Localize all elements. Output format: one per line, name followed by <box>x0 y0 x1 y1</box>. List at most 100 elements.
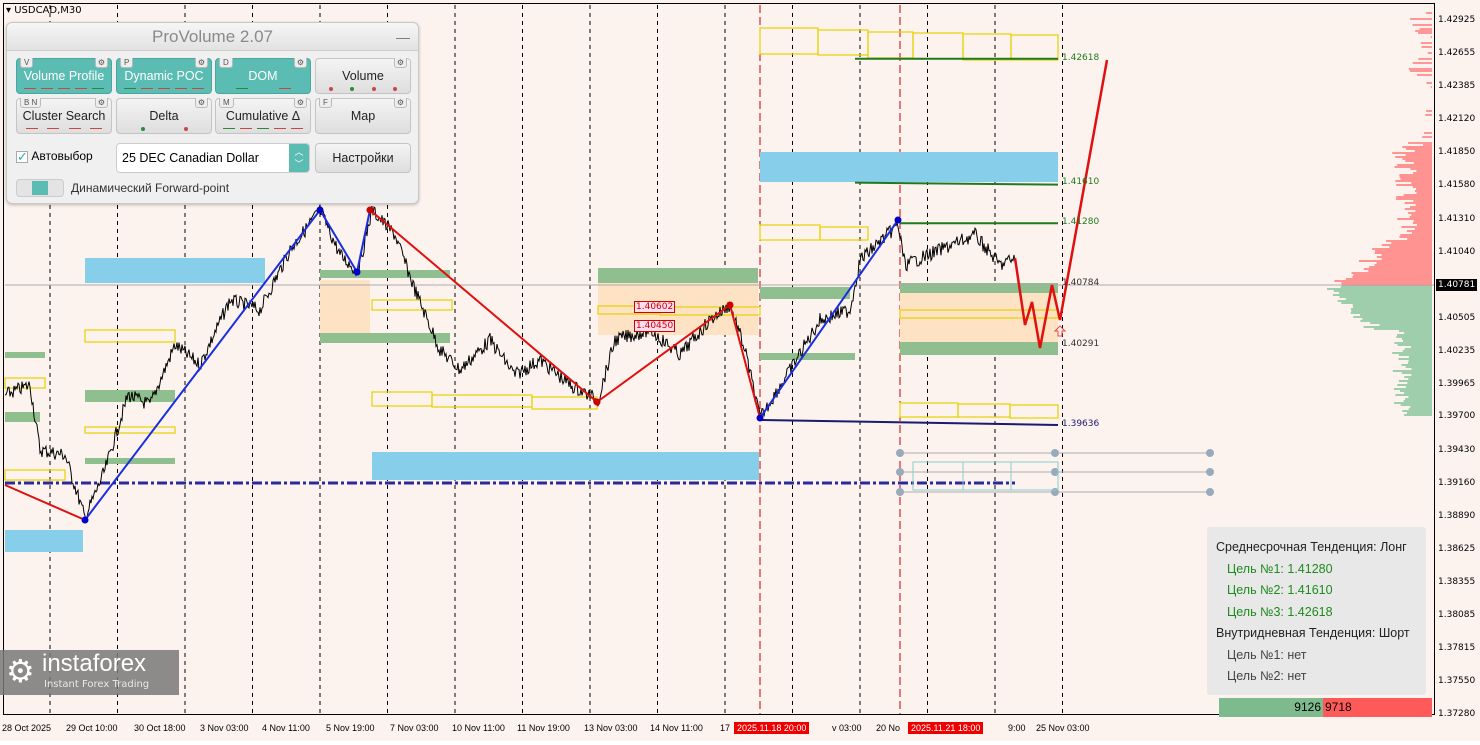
box-price-label: 1.40450 <box>634 320 676 332</box>
volume-profile-bar <box>1406 412 1432 414</box>
price-tick: 1.39700 <box>1438 411 1476 422</box>
volume-profile-bar <box>1419 28 1432 30</box>
volume-profile-bar <box>1395 394 1432 396</box>
gear-icon[interactable]: ⚙ <box>94 98 108 108</box>
instrument-select[interactable]: 25 DEC Canadian Dollar ︿ ﹀ <box>116 143 310 173</box>
autoselect-checkbox[interactable]: ✓ Автовыбор <box>16 149 93 163</box>
volume-profile-bar <box>1397 384 1432 386</box>
button-volume[interactable]: ⚙ Volume <box>315 58 411 94</box>
volume-profile-bar <box>1405 154 1432 156</box>
level-label: 1.40291 <box>1062 338 1100 349</box>
volume-profile-bar <box>1353 274 1432 276</box>
volume-profile-bar <box>1327 288 1432 290</box>
volume-profile-bar <box>1415 30 1432 32</box>
volume-profile-bar <box>1394 166 1432 168</box>
sell-volume-bar: 9718 <box>1323 698 1432 717</box>
cyan-box <box>912 461 964 491</box>
intraday-trend-title: Внутридневная Тенденция: Шорт <box>1216 626 1410 640</box>
volume-profile-bar <box>1404 348 1432 350</box>
volume-profile-bar <box>1416 192 1432 194</box>
gear-icon[interactable]: ⚙ <box>293 58 307 68</box>
button-dynamic-poc[interactable]: P ⚙ Dynamic POC <box>116 58 212 94</box>
level-line <box>759 419 1059 426</box>
provolume-panel: ProVolume 2.07— V ⚙ Volume Profile P ⚙ Dynami… <box>6 22 419 204</box>
price-tick: 1.42655 <box>1438 48 1476 59</box>
volume-profile-bar <box>1416 74 1432 76</box>
indicator-strip <box>220 86 306 91</box>
gear-icon[interactable]: ⚙ <box>293 98 307 108</box>
button-volume-profile[interactable]: V ⚙ Volume Profile <box>16 58 112 94</box>
volume-profile-bar <box>1402 410 1432 412</box>
volume-profile-bar <box>1430 36 1432 38</box>
volume-profile-bar <box>1396 196 1432 198</box>
time-marker-label: 2025.11.21 18:00 <box>908 722 984 734</box>
time-tick: 29 Oct 10:00 <box>66 723 118 733</box>
checkbox-icon: ✓ <box>16 148 28 164</box>
volume-profile-bar <box>1414 190 1432 192</box>
gear-icon[interactable]: ⚙ <box>393 58 407 68</box>
volume-profile-bar <box>1351 272 1432 274</box>
volume-profile-bar <box>1411 232 1432 234</box>
blue-zone <box>85 258 265 283</box>
settings-label: Настройки <box>332 151 394 165</box>
volume-profile-bar <box>1391 242 1432 244</box>
volume-profile-bar <box>1406 230 1432 232</box>
volume-profile-bar <box>1405 160 1432 162</box>
gear-icon[interactable]: ⚙ <box>194 98 208 108</box>
price-line <box>4 204 1016 523</box>
volume-profile-bar <box>1404 332 1432 334</box>
gear-icon[interactable]: ⚙ <box>194 58 208 68</box>
volume-profile-bar <box>1345 278 1432 280</box>
button-delta[interactable]: ⚙ Delta <box>116 98 212 134</box>
green-zone <box>760 353 855 360</box>
zigzag-up <box>84 208 358 521</box>
volume-profile-bar <box>1393 388 1432 390</box>
fib-handle <box>896 449 904 457</box>
button-dom[interactable]: D ⚙ DOM <box>215 58 311 94</box>
price-tick: 1.39965 <box>1438 378 1476 389</box>
volume-profile-bar <box>1410 18 1432 20</box>
volume-profile-bar <box>1363 326 1432 328</box>
volume-profile-bar <box>1409 216 1432 218</box>
instrument-value: 25 DEC Canadian Dollar <box>122 151 259 165</box>
button-cluster-search[interactable]: B N ⚙ Cluster Search <box>16 98 112 134</box>
minimize-icon[interactable]: — <box>396 29 410 45</box>
volume-profile-bar <box>1402 158 1432 160</box>
level-label: 1.41280 <box>1062 217 1100 228</box>
indicator-strip <box>220 126 306 131</box>
volume-profile-bar <box>1414 150 1432 152</box>
yellow-box <box>819 226 869 241</box>
time-tick: 7 Nov 03:00 <box>390 723 439 733</box>
yellow-box <box>4 377 46 389</box>
instaforex-logo: ⚙ instaforex Instant Forex Trading <box>0 650 179 695</box>
volume-profile-bar <box>1425 12 1432 14</box>
gear-icon[interactable]: ⚙ <box>393 98 407 108</box>
panel-title-bar[interactable]: ProVolume 2.07 — <box>7 23 418 51</box>
current-price-label: 1.40781 <box>1436 279 1478 291</box>
forward-point-toggle[interactable] <box>16 179 64 197</box>
volume-profile-bar <box>1426 82 1432 84</box>
volume-profile-bar <box>1339 292 1432 294</box>
volume-profile-bar <box>1337 300 1432 302</box>
yellow-box <box>4 469 66 481</box>
volume-profile-bar <box>1373 328 1432 330</box>
price-tick: 1.41310 <box>1438 213 1476 224</box>
volume-profile-bar <box>1395 156 1432 158</box>
button-map[interactable]: F ⚙ Map <box>315 98 411 134</box>
spinner-arrows-icon[interactable]: ︿ ﹀ <box>289 144 309 172</box>
settings-button[interactable]: Настройки <box>315 143 411 173</box>
volume-profile-bar <box>1381 258 1432 260</box>
gear-icon[interactable]: ⚙ <box>94 58 108 68</box>
volume-profile-bar <box>1399 174 1432 176</box>
volume-profile-bar <box>1426 110 1432 112</box>
buy-volume: 9126 <box>1294 700 1321 714</box>
volume-profile-bar <box>1413 200 1432 202</box>
price-tick: 1.38355 <box>1438 576 1476 587</box>
volume-profile-bar <box>1411 374 1432 376</box>
volume-profile-bar <box>1412 24 1432 26</box>
volume-profile-bar <box>1351 310 1432 312</box>
button-cumulative[interactable]: M ⚙ Cumulative Δ <box>215 98 311 134</box>
volume-profile-bar <box>1402 350 1432 352</box>
volume-profile-bar <box>1398 380 1432 382</box>
